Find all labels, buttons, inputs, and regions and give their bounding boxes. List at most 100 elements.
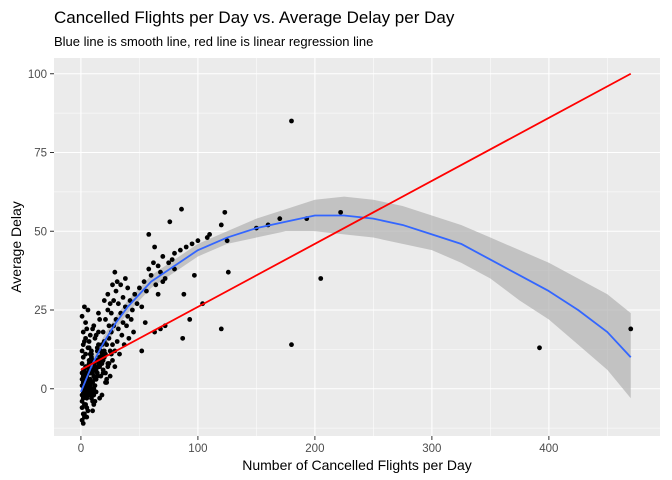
data-point (289, 342, 294, 348)
data-point (117, 351, 122, 357)
data-point (167, 219, 173, 225)
data-point (120, 320, 126, 325)
data-point (146, 232, 152, 237)
data-point (338, 209, 344, 215)
data-point (132, 291, 138, 297)
data-point (105, 307, 111, 313)
data-point (129, 307, 135, 313)
data-point (119, 332, 125, 338)
y-tick-label: 100 (28, 69, 47, 81)
data-point (180, 335, 186, 341)
plot-panel (54, 58, 660, 436)
data-point (169, 257, 175, 262)
data-point (108, 310, 114, 316)
data-point (112, 364, 118, 370)
data-point (204, 235, 210, 240)
data-point (222, 209, 228, 215)
data-point (112, 269, 118, 275)
data-point (107, 301, 113, 307)
data-point (83, 402, 88, 407)
data-point (82, 339, 87, 344)
data-point (122, 276, 128, 281)
data-point (158, 269, 163, 275)
data-point (179, 206, 184, 212)
data-point (110, 358, 115, 363)
data-point (90, 370, 96, 376)
data-point (146, 266, 152, 272)
y-tick-label: 75 (34, 148, 47, 160)
data-point (118, 282, 124, 288)
data-point (141, 279, 147, 285)
data-point (125, 285, 131, 291)
smooth-line (80, 214, 632, 393)
data-point (181, 291, 187, 297)
data-point (82, 392, 87, 398)
data-point (172, 266, 177, 272)
data-point (83, 320, 88, 325)
data-point (218, 326, 224, 332)
x-tick-label: 100 (188, 443, 207, 455)
data-point (82, 304, 87, 310)
data-point (105, 291, 111, 297)
data-point (107, 373, 113, 379)
data-point (92, 376, 98, 382)
confidence-band (80, 196, 631, 402)
data-point (97, 395, 103, 401)
data-point (155, 291, 161, 297)
data-point (131, 329, 136, 335)
x-tick-label: 0 (78, 443, 84, 455)
data-point (144, 288, 149, 294)
data-point (79, 313, 85, 319)
data-point (318, 276, 324, 281)
data-point (151, 260, 156, 266)
data-point (125, 313, 131, 319)
data-point (86, 358, 92, 363)
data-point (183, 244, 189, 250)
chart-title: Cancelled Flights per Day vs. Average De… (54, 8, 455, 27)
data-point (153, 282, 159, 288)
data-point (537, 345, 542, 351)
data-point (96, 329, 101, 335)
data-point (104, 342, 110, 348)
x-axis-title: Number of Cancelled Flights per Day (242, 457, 472, 473)
data-point (120, 295, 126, 300)
data-point (189, 241, 195, 247)
y-tick-label: 25 (34, 305, 47, 317)
data-point (111, 298, 117, 303)
y-tick-label: 0 (41, 384, 47, 396)
data-point (160, 254, 166, 259)
regression-line (80, 72, 632, 371)
data-point (79, 398, 85, 404)
data-point (289, 118, 294, 124)
x-tick-label: 200 (305, 443, 324, 455)
data-point (114, 339, 120, 344)
data-point (84, 414, 90, 420)
data-point (92, 335, 98, 341)
y-axis: 0 25 50 75 100 (28, 69, 54, 396)
data-point (79, 361, 85, 366)
data-point (85, 307, 91, 313)
data-point (86, 345, 92, 351)
data-point (90, 408, 96, 414)
y-tick-label: 50 (34, 226, 47, 238)
data-point (93, 367, 99, 373)
data-point (100, 329, 106, 335)
data-point (160, 279, 166, 285)
y-axis-title: Average Delay (8, 201, 24, 293)
data-point (172, 250, 177, 256)
data-point (90, 398, 96, 404)
data-point (89, 380, 94, 385)
data-point (139, 304, 145, 310)
data-point (195, 238, 201, 244)
data-point (218, 222, 224, 228)
data-point (128, 317, 134, 322)
data-point (110, 282, 115, 288)
data-point (126, 335, 132, 341)
data-point (91, 323, 97, 329)
data-point (225, 269, 231, 275)
data-point (628, 326, 634, 332)
lines-layer (80, 72, 632, 393)
data-point (84, 326, 90, 332)
x-tick-label: 400 (539, 443, 558, 455)
data-point (92, 389, 98, 395)
